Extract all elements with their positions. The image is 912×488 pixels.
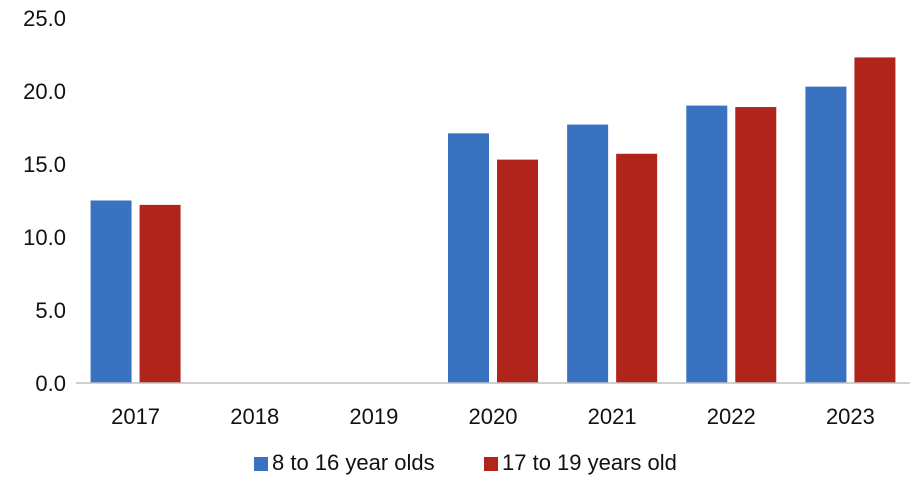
bar-series-2-2021 [616, 153, 658, 383]
bar-series-2-2017 [139, 204, 181, 383]
x-tick-label: 2019 [349, 404, 398, 429]
bar-series-1-2017 [90, 200, 132, 383]
y-tick-label: 5.0 [35, 298, 66, 323]
y-tick-label: 15.0 [23, 152, 66, 177]
y-tick-label: 25.0 [23, 6, 66, 31]
bar-series-2-2022 [735, 107, 777, 383]
y-tick-label: 0.0 [35, 371, 66, 396]
y-tick-label: 20.0 [23, 79, 66, 104]
legend: 8 to 16 year olds 17 to 19 years old [254, 450, 677, 475]
bar-series-1-2022 [686, 105, 728, 383]
legend-swatch [484, 457, 498, 471]
x-tick-label: 2018 [230, 404, 279, 429]
bar-series-1-2020 [448, 133, 489, 383]
x-tick-label: 2020 [469, 404, 518, 429]
bar-series-1-2021 [567, 124, 609, 383]
legend-swatch [254, 457, 268, 471]
x-tick-label: 2021 [588, 404, 637, 429]
x-tick-label: 2022 [707, 404, 756, 429]
x-axis-ticks: 2017 2018 2019 2020 2021 2022 2023 [111, 404, 875, 429]
bar-series-2-2020 [497, 159, 538, 383]
x-tick-label: 2023 [826, 404, 875, 429]
y-axis-ticks: 0.0 5.0 10.0 15.0 20.0 25.0 [23, 6, 66, 396]
legend-label: 17 to 19 years old [502, 450, 677, 475]
x-tick-label: 2017 [111, 404, 160, 429]
y-tick-label: 10.0 [23, 225, 66, 250]
legend-label: 8 to 16 year olds [272, 450, 435, 475]
bars [90, 57, 896, 384]
bar-series-1-2023 [805, 86, 847, 384]
bar-series-2-2023 [854, 57, 896, 384]
